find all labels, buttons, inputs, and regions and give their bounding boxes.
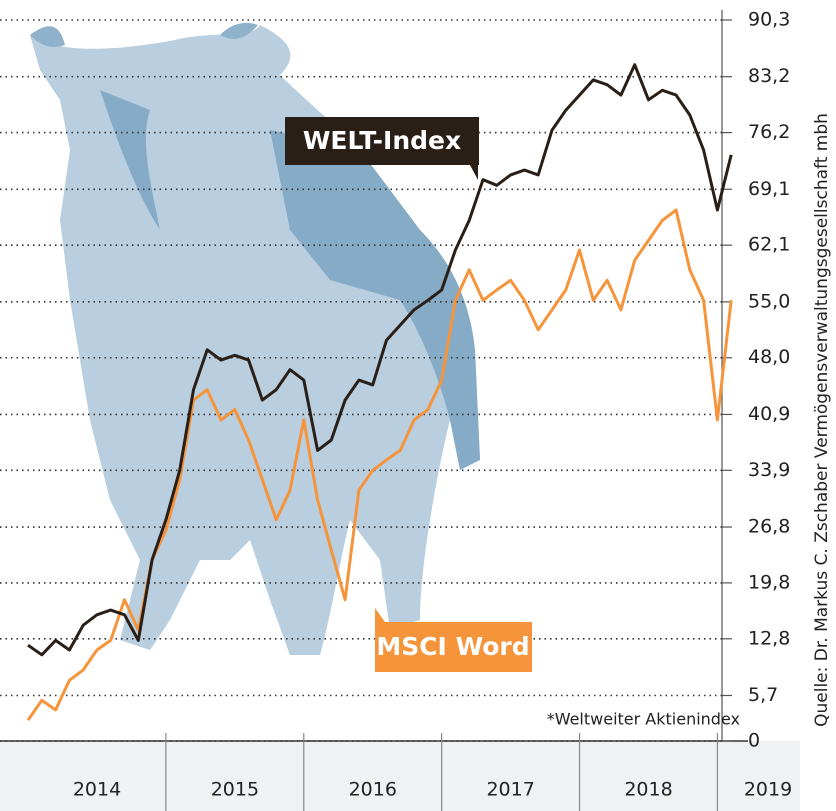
x-tick-label: 2014 [73,779,121,801]
x-tick-label: 2018 [624,779,672,801]
x-tick-label: 2015 [211,779,259,801]
y-tick-label: 83,2 [748,65,790,87]
y-tick-label: 40,9 [748,403,790,425]
x-tick-label: 2019 [744,779,792,801]
y-tick-label: 62,1 [748,234,790,256]
y-tick-label: 12,8 [748,627,790,649]
y-tick-label: 0 [748,730,760,752]
y-tick-label: 76,2 [748,121,790,143]
x-tick-label: 2017 [486,779,534,801]
series-label: MSCI Word [376,632,529,661]
footnote: *Weltweiter Aktienindex [547,710,740,729]
y-tick-label: 26,8 [748,516,790,538]
y-tick-label: 69,1 [748,178,790,200]
x-tick-label: 2016 [349,779,397,801]
source: Quelle: Dr. Markus C. Zschaber Vermögens… [812,113,832,727]
y-tick-label: 90,3 [748,9,790,31]
x-axis-band [0,741,800,811]
y-tick-label: 55,0 [748,290,790,312]
y-tick-label: 48,0 [748,346,790,368]
y-tick-label: 33,9 [748,459,790,481]
y-tick-label: 5,7 [748,684,778,706]
series-label: WELT-Index [303,126,461,155]
label-pointer [470,165,478,180]
y-tick-label: 19,8 [748,571,790,593]
chart: 0 5,7 12,8 19,8 26,8 33,9 40,9 48,0 55,0 62,1 69,1… [0,0,836,811]
label-pointer [375,608,385,622]
